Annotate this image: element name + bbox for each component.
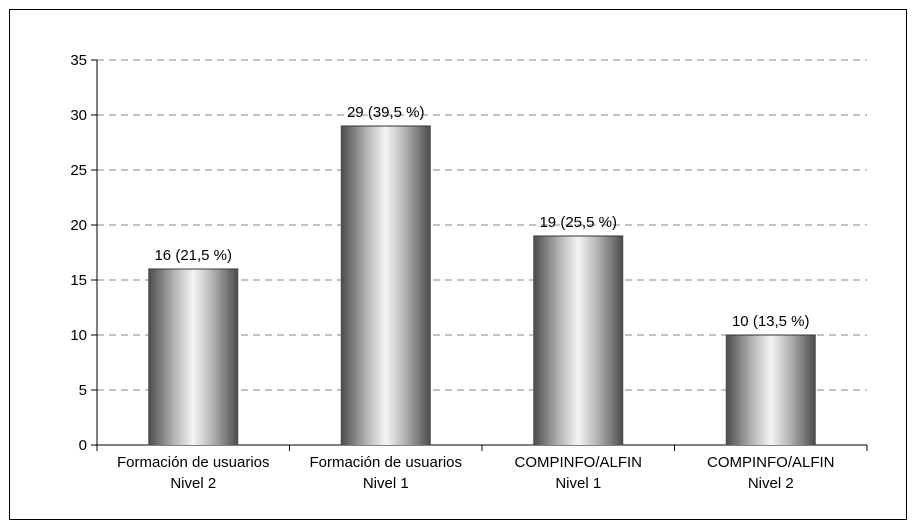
- category-label: Nivel 1: [555, 475, 601, 492]
- category-label: COMPINFO/ALFIN: [707, 454, 835, 471]
- bar: [725, 335, 816, 445]
- category-label: Formación de usuarios: [117, 454, 270, 471]
- data-label: 16 (21,5 %): [154, 247, 232, 264]
- category-label: Nivel 1: [363, 475, 409, 492]
- y-tick-label: 0: [79, 437, 87, 454]
- data-label: 10 (13,5 %): [732, 313, 810, 330]
- data-label: 19 (25,5 %): [539, 214, 617, 231]
- bar: [148, 269, 239, 445]
- y-tick-label: 10: [70, 327, 87, 344]
- y-tick-label: 20: [70, 217, 87, 234]
- y-tick-label: 35: [70, 52, 87, 69]
- category-label: COMPINFO/ALFIN: [514, 454, 642, 471]
- y-tick-label: 25: [70, 162, 87, 179]
- y-tick-label: 5: [79, 382, 87, 399]
- bar: [533, 236, 624, 445]
- category-label: Formación de usuarios: [309, 454, 462, 471]
- data-label: 29 (39,5 %): [347, 104, 425, 121]
- category-label: Nivel 2: [170, 475, 216, 492]
- y-tick-label: 15: [70, 272, 87, 289]
- bars: [148, 125, 816, 445]
- bar: [340, 126, 431, 445]
- labels: 0 5 10 15 20 25 30 35 16 (21,5 %) Formación de us…: [70, 52, 834, 492]
- y-tick-label: 30: [70, 107, 87, 124]
- category-label: Nivel 2: [748, 475, 794, 492]
